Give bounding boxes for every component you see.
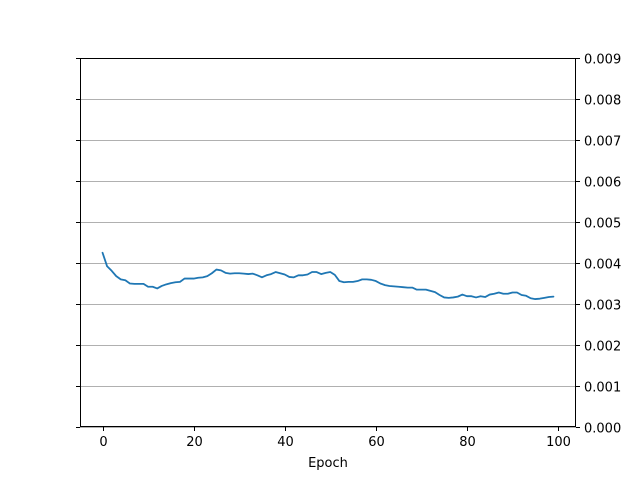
x-tick-label-2: 40	[277, 435, 294, 450]
grid-lines	[80, 58, 576, 428]
axes-frame	[80, 58, 576, 427]
series-layer	[101, 251, 555, 300]
y-tick-label-5: 0.005	[584, 217, 621, 232]
x-tick-label-0: 0	[99, 435, 107, 450]
x-tick-label-3: 60	[368, 435, 385, 450]
y-tick-label-1: 0.001	[584, 381, 621, 396]
y-tick-label-2: 0.002	[584, 340, 621, 355]
y-tick-label-6: 0.006	[584, 176, 621, 191]
axes	[80, 58, 576, 427]
y-tick-label-3: 0.003	[584, 299, 621, 314]
x-tick-label-1: 20	[186, 435, 203, 450]
x-tick-label-4: 80	[459, 435, 476, 450]
y-tick-label-9: 0.009	[584, 53, 621, 68]
y-tick-label-8: 0.008	[584, 94, 621, 109]
x-tick-label-5: 100	[546, 435, 571, 450]
y-tick-label-7: 0.007	[584, 135, 621, 150]
y-tick-label-4: 0.004	[584, 258, 621, 273]
x-axis-label: Epoch	[308, 456, 348, 471]
series-line-0	[101, 251, 555, 300]
ticks: 0.000 0.001 0.002 0.003 0.004 0.005 0.006 0.007…	[76, 53, 621, 450]
y-tick-label-0: 0.000	[584, 422, 621, 437]
